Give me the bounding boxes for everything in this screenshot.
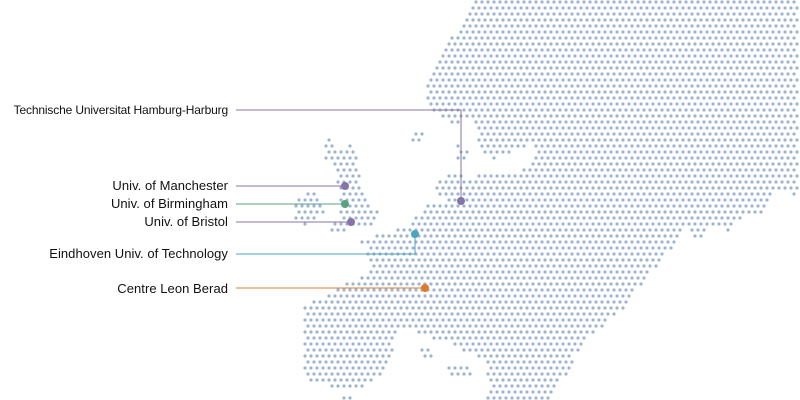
label-birmingham: Univ. of Birmingham	[110, 196, 228, 211]
marker-hamburg[interactable]	[457, 197, 465, 205]
location-markers	[341, 182, 465, 292]
leader-lines	[236, 109, 462, 289]
marker-lyon[interactable]	[421, 284, 429, 292]
marker-manchester[interactable]	[341, 182, 349, 190]
label-hamburg: Technische Universitat Hamburg-Harburg	[13, 103, 229, 117]
label-manchester: Univ. of Manchester	[112, 178, 228, 193]
marker-bristol[interactable]	[347, 218, 355, 226]
label-bristol: Univ. of Bristol	[144, 214, 228, 229]
label-eindhoven: Eindhoven Univ. of Technology	[49, 246, 228, 261]
landmass-dots	[294, 0, 799, 400]
marker-birmingham[interactable]	[341, 200, 349, 208]
marker-eindhoven[interactable]	[411, 230, 419, 238]
label-lyon: Centre Leon Berad	[117, 281, 228, 296]
leader-line-eindhoven	[236, 234, 416, 255]
leader-line-hamburg	[236, 109, 462, 201]
